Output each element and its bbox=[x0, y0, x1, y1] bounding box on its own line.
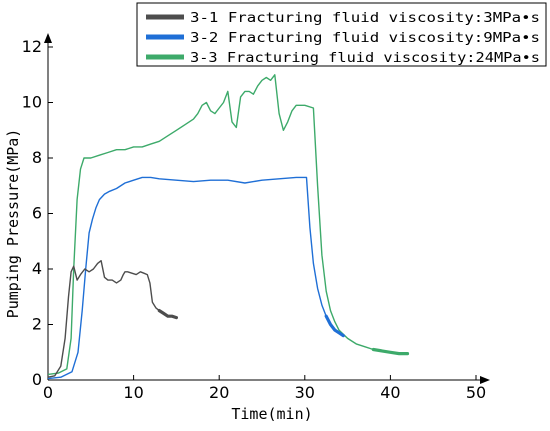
y-axis-label: Pumping Pressure(MPa) bbox=[4, 129, 22, 319]
y-tick-label: 8 bbox=[32, 148, 42, 167]
legend-label-2: 3-2 Fracturing fluid viscosity:9MPa•s bbox=[190, 30, 540, 46]
y-tick-label: 4 bbox=[32, 259, 42, 278]
x-axis-arrow bbox=[480, 376, 490, 384]
x-tick-label: 20 bbox=[209, 383, 229, 402]
y-tick-label: 12 bbox=[22, 37, 42, 56]
x-axis-label: Time(min) bbox=[231, 405, 312, 423]
series-layer bbox=[47, 74, 410, 380]
y-tick-label: 10 bbox=[22, 93, 42, 112]
ticks: 0 10 20 30 40 50 0 2 4 6 8 10 12 bbox=[22, 37, 487, 402]
x-tick-label: 10 bbox=[123, 383, 143, 402]
legend: 3-1 Fracturing fluid viscosity:3MPa•s 3-2… bbox=[136, 2, 547, 67]
axes bbox=[44, 33, 490, 384]
series-line-1 bbox=[47, 260, 177, 378]
y-tick-label: 2 bbox=[32, 315, 42, 334]
series-line-2 bbox=[47, 176, 344, 380]
y-axis-arrow bbox=[44, 33, 52, 43]
series-tail-1 bbox=[157, 309, 178, 320]
x-tick-label: 50 bbox=[466, 383, 486, 402]
y-tick-label: 6 bbox=[32, 204, 42, 223]
series-tail-2 bbox=[324, 314, 345, 338]
legend-box bbox=[136, 2, 547, 67]
x-tick-label: 0 bbox=[43, 383, 53, 402]
series-line-3 bbox=[47, 74, 408, 376]
legend-label-1: 3-1 Fracturing fluid viscosity:3MPa•s bbox=[190, 10, 540, 26]
series-tail-3 bbox=[371, 347, 410, 356]
x-tick-label: 40 bbox=[380, 383, 400, 402]
legend-label-3: 3-3 Fracturing fluid viscosity:24MPa•s bbox=[190, 50, 540, 66]
x-tick-label: 30 bbox=[295, 383, 315, 402]
y-tick-label: 0 bbox=[32, 370, 42, 389]
